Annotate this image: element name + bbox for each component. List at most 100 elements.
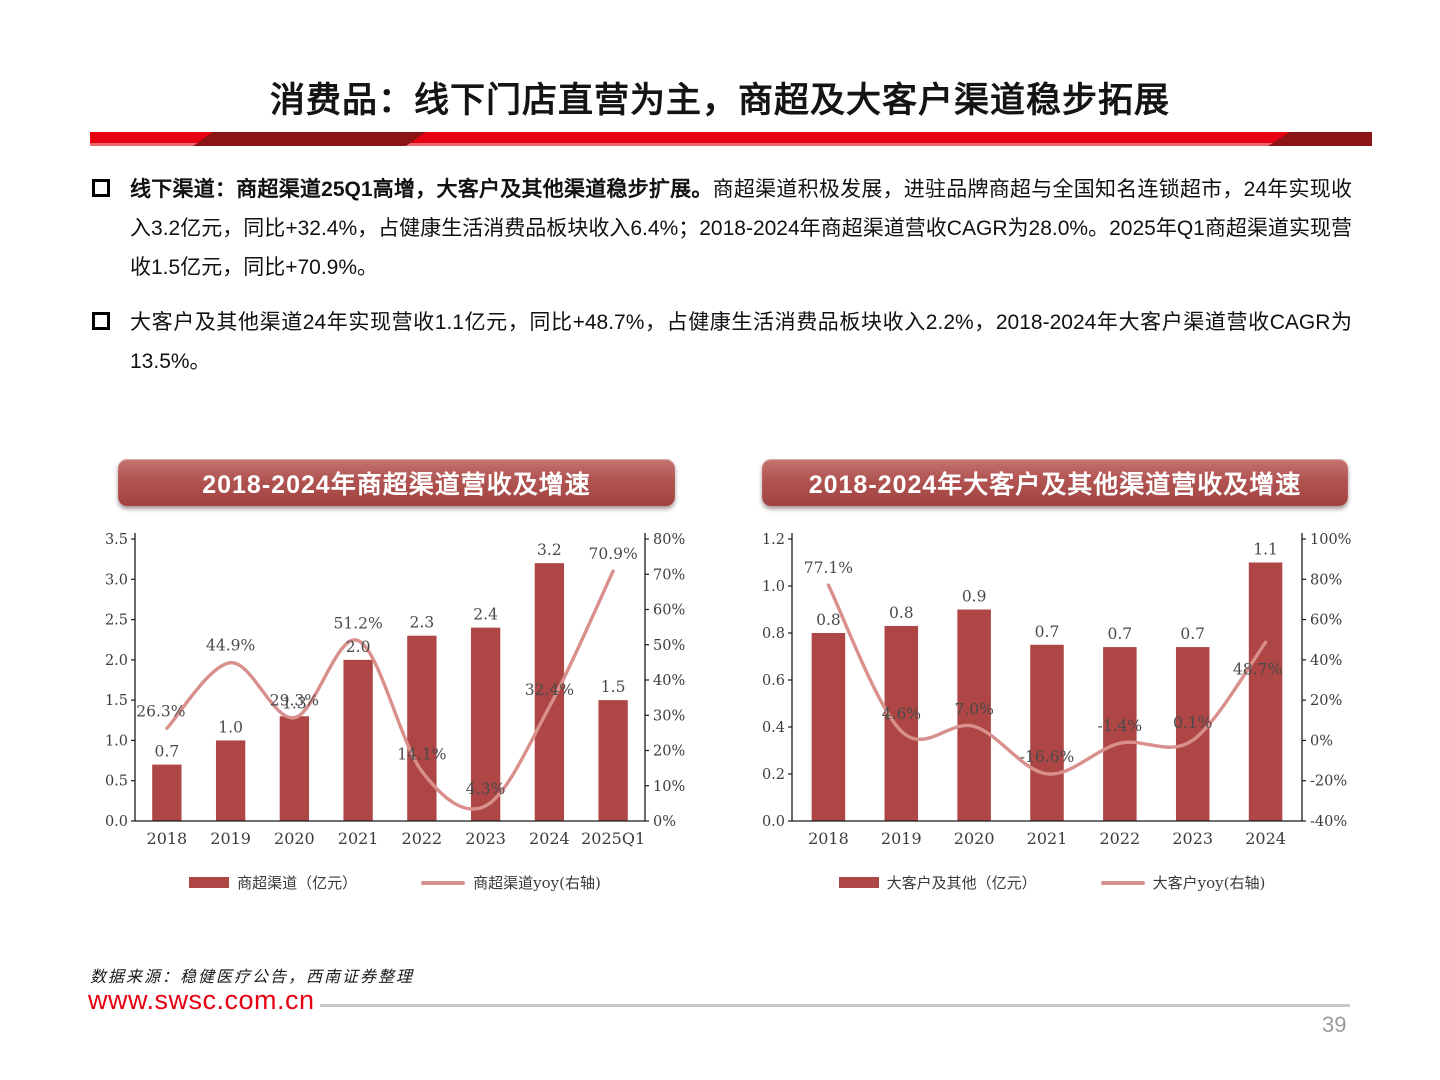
svg-text:40%: 40% [653,673,685,689]
svg-text:2023: 2023 [1172,829,1213,848]
svg-text:10%: 10% [653,779,685,795]
svg-text:20%: 20% [653,744,685,760]
svg-text:80%: 80% [1310,572,1342,588]
legend-label: 大客户yoy(右轴) [1152,874,1266,892]
svg-text:0.7: 0.7 [1035,623,1060,641]
svg-text:40%: 40% [1310,653,1342,669]
svg-text:2019: 2019 [210,829,251,848]
svg-text:0.8: 0.8 [762,626,785,642]
svg-text:100%: 100% [1310,532,1351,548]
legend-item: 商超渠道（亿元） [189,872,357,893]
bullet-1: 线下渠道：商超渠道25Q1高增，大客户及其他渠道稳步扩展。商超渠道积极发展，进驻… [90,170,1352,287]
svg-text:32.4%: 32.4% [525,681,574,699]
svg-text:2.0: 2.0 [105,653,128,669]
svg-text:60%: 60% [653,603,685,619]
svg-text:1.2: 1.2 [762,532,785,548]
supermarket-channel-chart: 0.0 0.5 1.0 1.5 2.0 2.5 3.0 3.5 0% 10% 20% 30% 40% 50… [105,532,685,848]
bullet-2: 大客户及其他渠道24年实现营收1.1亿元，同比+48.7%，占健康生活消费品板块… [90,303,1352,381]
divider-light-strip [90,143,1372,146]
svg-text:0.5: 0.5 [105,774,128,790]
svg-text:48.7%: 48.7% [1233,660,1282,678]
company-website[interactable]: www.swsc.com.cn [88,985,315,1015]
bullet-square-icon [92,312,110,330]
svg-text:2.5: 2.5 [105,613,128,629]
svg-text:1.1: 1.1 [1253,541,1278,559]
svg-text:0.8: 0.8 [816,611,841,629]
svg-text:-16.6%: -16.6% [1020,748,1074,766]
svg-text:26.3%: 26.3% [136,702,185,720]
svg-text:70.9%: 70.9% [589,545,638,563]
legend-label: 大客户及其他（亿元） [886,874,1037,892]
footer-divider-line [320,1004,1350,1007]
svg-text:0%: 0% [653,814,676,830]
divider-dark-segment-right [1268,132,1372,146]
svg-text:3.2: 3.2 [537,541,562,559]
svg-text:0.9: 0.9 [962,588,987,606]
bullet-2-text: 大客户及其他渠道24年实现营收1.1亿元，同比+48.7%，占健康生活消费品板块… [130,303,1352,381]
svg-text:2021: 2021 [338,829,379,848]
svg-text:0.1%: 0.1% [1173,714,1212,732]
svg-text:2018: 2018 [147,829,188,848]
svg-text:0.0: 0.0 [105,814,128,830]
svg-text:7.0%: 7.0% [954,700,993,718]
svg-text:20%: 20% [1310,693,1342,709]
svg-text:3.5: 3.5 [105,532,128,548]
svg-text:29.3%: 29.3% [270,692,319,710]
svg-text:4.6%: 4.6% [882,705,921,723]
page-title: 消费品：线下门店直营为主，商超及大客户渠道稳步拓展 [269,81,1170,120]
svg-text:4.3%: 4.3% [466,780,505,798]
data-source-note: 数据来源：稳健医疗公告，西南证券整理 [90,967,415,986]
svg-text:2019: 2019 [881,829,922,848]
svg-text:2022: 2022 [1099,829,1140,848]
left-chart-title: 2018-2024年商超渠道营收及增速 [202,470,591,499]
svg-text:2.3: 2.3 [410,614,435,632]
bullet-1-rest: 商超渠道积极发展，进驻品牌商超与全国知名连锁超市，24年实现收入3.2亿元，同比… [130,178,1352,279]
svg-text:1.0: 1.0 [218,718,243,736]
svg-text:2023: 2023 [465,829,506,848]
svg-text:0.7: 0.7 [1180,625,1205,643]
title-divider-bar [90,132,1372,146]
right-chart-legend: 大客户及其他（亿元） 大客户yoy(右轴) [752,872,1352,893]
svg-text:2020: 2020 [954,829,995,848]
left-chart-title-banner: 2018-2024年商超渠道营收及增速 [118,459,675,506]
svg-text:0.0: 0.0 [762,814,785,830]
svg-text:1.5: 1.5 [601,678,626,696]
page-number: 39 [1322,1012,1347,1037]
svg-text:60%: 60% [1310,613,1342,629]
svg-text:2018: 2018 [808,829,849,848]
bar-series-swatch [838,877,879,888]
line-series-swatch [1100,880,1145,885]
svg-text:77.1%: 77.1% [804,559,853,577]
svg-text:2020: 2020 [274,829,315,848]
svg-text:2024: 2024 [1245,829,1286,848]
svg-text:51.2%: 51.2% [334,615,383,633]
svg-text:1.3: 1.3 [282,694,307,712]
legend-item: 大客户及其他（亿元） [838,872,1037,893]
legend-label: 商超渠道yoy(右轴) [473,874,601,892]
svg-text:1.0: 1.0 [762,579,785,595]
svg-text:0.2: 0.2 [762,767,785,783]
bullet-1-bold: 线下渠道：商超渠道25Q1高增，大客户及其他渠道稳步扩展。 [130,178,713,201]
right-chart-title-banner: 2018-2024年大客户及其他渠道营收及增速 [762,459,1348,506]
svg-text:14.1%: 14.1% [397,745,446,763]
svg-text:50%: 50% [653,638,685,654]
svg-text:1.5: 1.5 [105,693,128,709]
svg-text:2025Q1: 2025Q1 [581,829,645,848]
svg-text:0.6: 0.6 [762,673,785,689]
left-chart-legend: 商超渠道（亿元） 商超渠道yoy(右轴) [95,872,695,893]
svg-text:0%: 0% [1310,733,1333,749]
legend-label: 商超渠道（亿元） [237,874,358,892]
legend-item: 商超渠道yoy(右轴) [421,872,601,893]
svg-text:2.0: 2.0 [346,638,371,656]
right-chart-title: 2018-2024年大客户及其他渠道营收及增速 [808,470,1302,499]
legend-item: 大客户yoy(右轴) [1100,872,1266,893]
svg-text:2024: 2024 [529,829,570,848]
svg-text:-20%: -20% [1310,774,1347,790]
svg-text:0.4: 0.4 [762,720,785,736]
svg-text:-1.4%: -1.4% [1098,717,1143,735]
svg-text:44.9%: 44.9% [206,637,255,655]
svg-text:80%: 80% [653,532,685,548]
bullet-square-icon [92,179,110,197]
svg-text:70%: 70% [653,567,685,583]
